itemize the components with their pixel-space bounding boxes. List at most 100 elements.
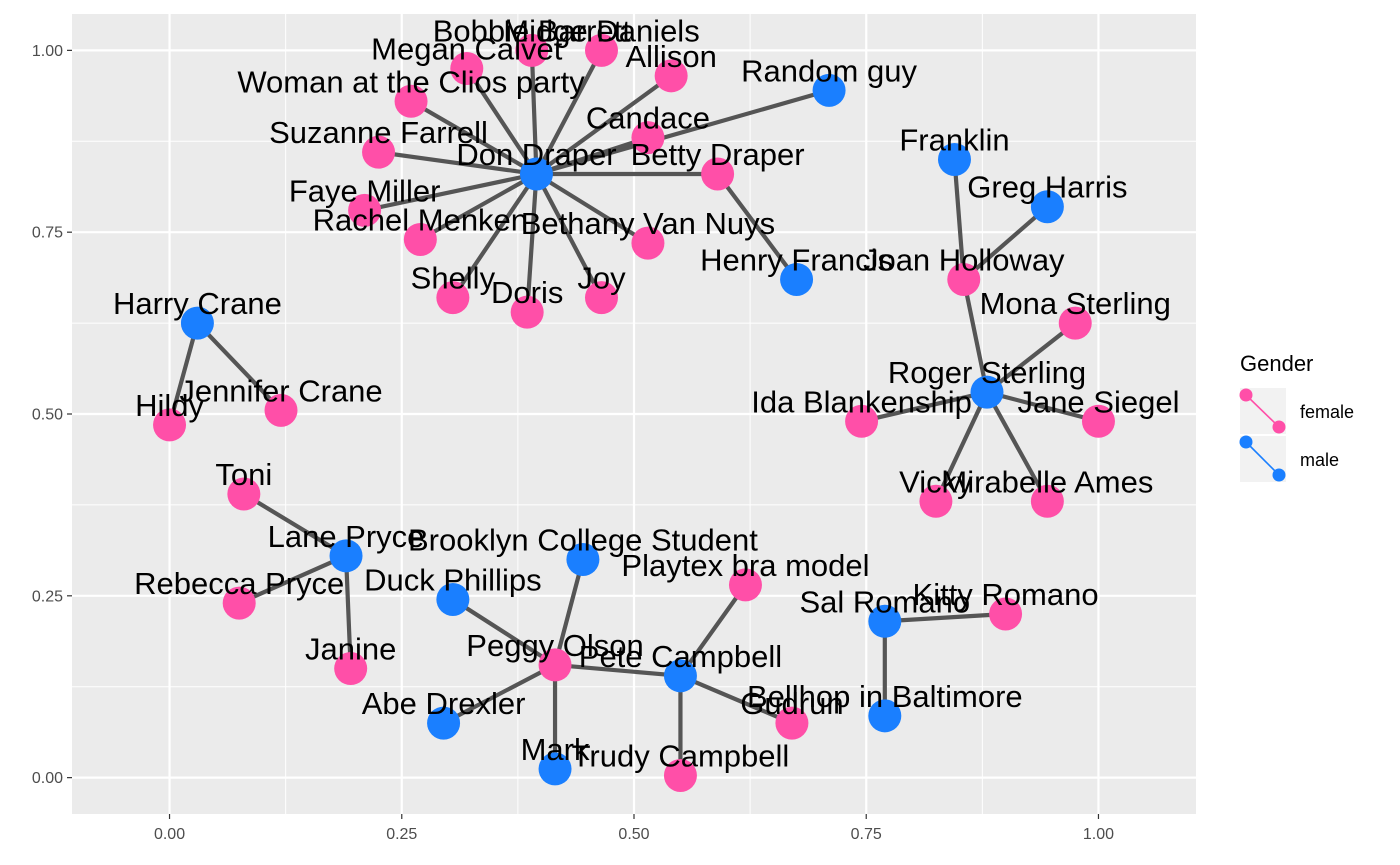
node-label: Brooklyn College Student [408, 522, 758, 557]
node-point [222, 586, 256, 620]
node-point [989, 597, 1023, 631]
edge [464, 66, 539, 177]
legend-key-female-point [1272, 420, 1286, 434]
node-label: Bobbie Barrett [433, 13, 632, 48]
edge [859, 390, 990, 424]
node-point [1058, 306, 1092, 340]
x-axis: 0.00 0.25 0.50 0.75 1.00 [154, 814, 1114, 843]
node-layer [153, 33, 1115, 792]
node-label: Random guy [741, 53, 917, 88]
node-point [1030, 190, 1064, 224]
edge [882, 611, 1008, 624]
node-point [538, 648, 572, 682]
node-label: Harry Crane [113, 286, 282, 321]
node-label: Bethany Van Nuys [521, 206, 775, 241]
node-label: Joan Holloway [863, 242, 1065, 277]
node-point [868, 699, 902, 733]
edge [195, 320, 284, 413]
edge [961, 277, 990, 395]
x-tick-label: 1.00 [1083, 826, 1114, 843]
edge-layer [167, 48, 1101, 778]
node-point [264, 393, 298, 427]
node-label: Shelly [411, 261, 496, 296]
node-point [436, 281, 470, 315]
legend-key-female [1239, 388, 1286, 434]
node-point [334, 652, 368, 686]
edge [362, 171, 539, 213]
node-point [584, 33, 618, 67]
node-point [394, 84, 428, 118]
node-label: Joy [577, 261, 626, 296]
node-point [919, 484, 953, 518]
x-tick-label: 0.75 [851, 826, 882, 843]
node-label: Playtex bra model [621, 548, 869, 583]
node-label: Faye Miller [289, 173, 441, 208]
node-label: Woman at the Clios party [237, 64, 585, 99]
node-label: Midge Daniels [503, 13, 699, 48]
node-point [728, 568, 762, 602]
node-point [519, 157, 553, 191]
edge [984, 390, 1101, 424]
node-point [436, 582, 470, 616]
node-label: Rachel Menken [313, 202, 528, 237]
node-label: Doris [491, 275, 563, 310]
node-label: Toni [215, 457, 272, 492]
edge [525, 171, 539, 315]
node-label: Candace [586, 101, 710, 136]
node-label: Jane Siegel [1017, 384, 1179, 419]
legend-key-male [1239, 435, 1286, 482]
edge [418, 171, 539, 242]
node-point [403, 222, 437, 256]
node-label: Megan Calvet [371, 32, 563, 67]
node-label: Franklin [899, 122, 1009, 157]
node-label: Suzanne Farrell [269, 115, 488, 150]
node-point [947, 262, 981, 296]
legend: Gender female male [1239, 351, 1354, 482]
legend-title: Gender [1240, 351, 1313, 376]
x-tick-label: 0.50 [618, 826, 649, 843]
edge [450, 597, 558, 668]
node-point [566, 542, 600, 576]
x-tick-label: 0.00 [154, 826, 185, 843]
node-label: Pete Campbell [579, 639, 782, 674]
legend-key-female-line [1245, 394, 1280, 428]
node-point [775, 706, 809, 740]
node-point [227, 477, 261, 511]
node-point [631, 121, 665, 155]
legend-key-male-point [1239, 435, 1253, 449]
edge [534, 135, 651, 177]
node-label: Lane Pryce [268, 519, 425, 554]
node-point [845, 404, 879, 438]
edge [552, 557, 586, 668]
edge [952, 157, 966, 282]
legend-key-male-line [1245, 441, 1280, 476]
node-label: Rebecca Pryce [134, 566, 344, 601]
node-label: Kitty Romano [913, 577, 1099, 612]
y-axis: 0.00 0.25 0.50 0.75 1.00 [32, 43, 72, 787]
edge [984, 320, 1078, 395]
edge [984, 390, 1050, 504]
node-label: Gudrun [740, 686, 843, 721]
node-point [654, 59, 688, 93]
node-point [510, 295, 544, 329]
edge [678, 673, 795, 726]
node-point [329, 539, 363, 573]
node-point [701, 157, 735, 191]
edge [376, 150, 539, 177]
edge [450, 171, 539, 300]
node-point [348, 193, 382, 227]
node-point [868, 604, 902, 638]
edge [534, 73, 674, 177]
node-point [538, 752, 572, 786]
legend-label-female: female [1300, 402, 1354, 422]
node-label: Sal Romano [800, 584, 971, 619]
edge [678, 582, 748, 678]
y-tick-label: 1.00 [32, 43, 63, 60]
node-label: Ida Blankenship [751, 384, 972, 419]
legend-key-female-point [1239, 388, 1253, 402]
y-tick-label: 0.25 [32, 588, 63, 605]
node-point [1030, 484, 1064, 518]
node-label: Janine [305, 632, 396, 667]
edge [961, 204, 1050, 282]
